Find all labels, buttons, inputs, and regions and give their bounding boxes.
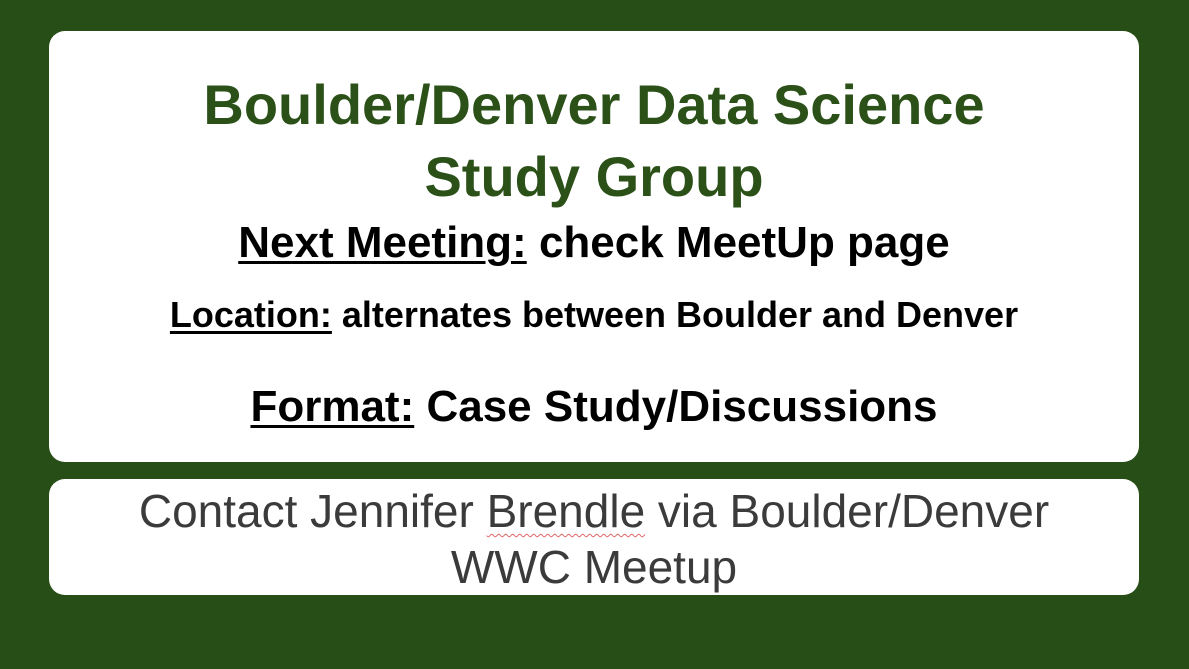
contact-card: Contact Jennifer Brendle via Boulder/Den… [49, 479, 1139, 595]
next-meeting-line: Next Meeting: check MeetUp page [49, 217, 1139, 269]
contact-line-1-start: Contact Jennifer [138, 485, 487, 537]
location-line: Location: alternates between Boulder and… [49, 293, 1139, 337]
location-label: Location: [169, 294, 332, 335]
contact-text: Contact Jennifer Brendle via Boulder/Den… [49, 483, 1139, 595]
main-card: Boulder/Denver Data Science Study Group … [49, 31, 1139, 462]
next-meeting-value: check MeetUp page [526, 218, 950, 267]
format-value: Case Study/Discussions [414, 382, 938, 431]
spellcheck-flagged-word: Brendle [486, 485, 646, 537]
contact-line-1-end: via Boulder/Denver [645, 485, 1050, 537]
title-line-1: Boulder/Denver Data Science [203, 73, 985, 136]
title-line-2: Study Group [424, 145, 764, 208]
next-meeting-label: Next Meeting: [238, 218, 527, 267]
contact-line-1: Contact Jennifer Brendle via Boulder/Den… [49, 483, 1139, 539]
format-line: Format: Case Study/Discussions [49, 381, 1139, 433]
format-label: Format: [250, 382, 415, 431]
location-value: alternates between Boulder and Denver [331, 294, 1019, 335]
page-title: Boulder/Denver Data Science Study Group [49, 69, 1139, 213]
contact-line-2: WWC Meetup [450, 541, 738, 593]
